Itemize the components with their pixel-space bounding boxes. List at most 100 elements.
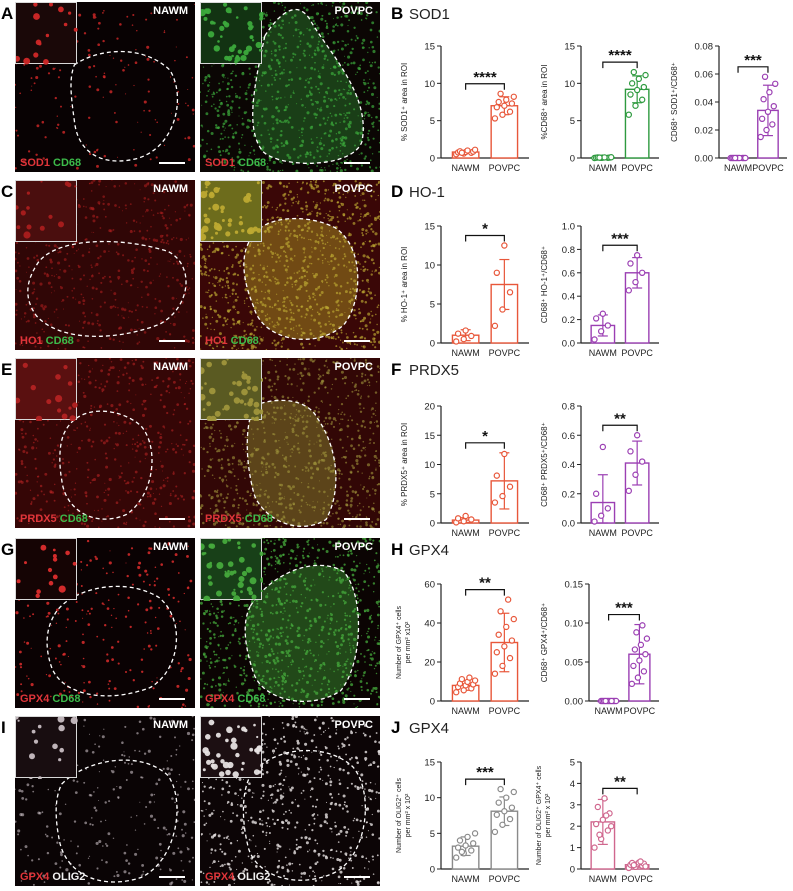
data-point <box>464 147 471 154</box>
zoom-inset <box>200 716 266 778</box>
data-point <box>642 650 649 658</box>
stain-marker: CD68 <box>56 513 88 525</box>
data-point <box>491 322 499 330</box>
y-tick-label: 0 <box>570 154 575 165</box>
data-point <box>510 615 517 623</box>
y-axis-label: %CD68⁺ area in ROI <box>540 65 549 140</box>
x-tick-label: NAWM <box>589 874 617 884</box>
stain-marker: OLIG2 <box>49 871 86 883</box>
data-point <box>630 68 638 76</box>
y-tick-label: 15 <box>424 431 435 442</box>
data-point <box>757 133 764 141</box>
data-point <box>627 91 634 98</box>
data-point <box>493 649 501 656</box>
significance-bracket <box>608 613 640 621</box>
data-point <box>625 111 633 118</box>
scale-bar <box>344 698 370 700</box>
data-point <box>591 518 598 525</box>
scale-bar <box>159 876 185 878</box>
y-tick-label: 10 <box>424 460 435 471</box>
data-point <box>499 492 506 500</box>
scale-bar <box>159 698 185 700</box>
data-point <box>499 662 506 670</box>
stain-marker: CD68 <box>49 693 81 705</box>
data-point <box>599 310 607 317</box>
data-point <box>471 677 479 684</box>
stain-marker: PRDX5 <box>205 513 242 525</box>
condition-label: POVPC <box>334 183 373 195</box>
stain-legend: PRDX5 CD68 <box>205 513 273 525</box>
data-point <box>493 472 501 479</box>
stain-legend: SOD1 CD68 <box>205 157 266 169</box>
condition-label: POVPC <box>334 719 373 731</box>
condition-label: POVPC <box>334 361 373 373</box>
data-point <box>508 637 516 644</box>
data-point <box>604 505 612 512</box>
y-axis-label: CD68⁺ HO-1⁺/CD68⁺ <box>540 246 549 323</box>
y-tick-label: 0.2 <box>562 489 575 500</box>
tissue-texture <box>15 716 195 886</box>
data-point <box>454 844 462 851</box>
data-point <box>764 108 772 116</box>
y-tick-label: 0.0 <box>562 519 575 530</box>
data-point <box>468 847 475 854</box>
y-tick-label: 5 <box>430 489 435 500</box>
significance-stars: ** <box>479 575 491 592</box>
data-point <box>453 689 460 696</box>
data-point <box>643 635 651 642</box>
y-tick-label: 15 <box>564 42 575 53</box>
data-point <box>453 854 460 861</box>
data-point <box>597 328 605 335</box>
x-tick-label: POVPC <box>621 528 653 538</box>
y-tick-label: 0.6 <box>562 268 575 279</box>
data-point <box>758 115 766 123</box>
data-point <box>508 804 516 811</box>
data-point <box>510 93 517 100</box>
data-point <box>453 338 460 345</box>
data-point <box>460 335 467 343</box>
x-tick-label: POVPC <box>621 348 653 358</box>
data-point <box>493 269 501 277</box>
data-point <box>456 837 464 844</box>
zoom-inset <box>200 2 266 64</box>
condition-label: NAWM <box>153 719 188 731</box>
zoom-inset <box>15 716 78 780</box>
condition-label: NAWM <box>153 183 188 195</box>
x-tick-label: POVPC <box>489 348 521 358</box>
data-point <box>503 623 510 631</box>
stain-marker: HO1 <box>205 335 228 347</box>
data-point <box>769 121 776 128</box>
chart-h1: 0 20 40 60 Number of GPX4⁺ cells per mm² x10²… <box>395 575 529 716</box>
data-point <box>642 863 649 870</box>
data-point <box>633 86 641 94</box>
panel-letter: D <box>391 182 404 201</box>
stain-marker: CD68 <box>241 513 273 525</box>
chart-j1: 0 5 10 15 Number of OLIG2⁺ cells per mm² x 10… <box>395 758 529 884</box>
scale-bar <box>344 340 370 342</box>
data-point <box>491 499 499 506</box>
zoom-inset <box>15 180 77 242</box>
data-point <box>760 95 767 103</box>
significance-bracket <box>465 442 505 449</box>
section-title: GPX4 <box>409 542 450 559</box>
data-point <box>501 450 508 458</box>
data-point <box>454 515 462 522</box>
micrograph-g-right: POVPC GPX4 CD68 <box>200 538 380 708</box>
stain-legend: GPX4 OLIG2 <box>205 871 270 883</box>
stain-marker: SOD1 <box>205 157 235 169</box>
panel-letter: B <box>391 4 404 23</box>
stain-marker: PRDX5 <box>20 513 57 525</box>
data-point <box>458 848 466 856</box>
y-tick-label: 15 <box>424 758 435 769</box>
condition-label: POVPC <box>334 541 373 553</box>
y-axis-label: CD68⁺ GPX4⁺/CD68⁺ <box>540 603 549 682</box>
roi-outline <box>59 410 153 520</box>
data-point <box>630 662 637 670</box>
y-axis-label: Number of OLIG2⁺ GPX4⁺ cells per mm² x 10… <box>535 765 552 865</box>
stain-legend: HO1 CD68 <box>20 335 74 347</box>
x-tick-label: NAWM <box>589 348 617 358</box>
panel-letter: E <box>1 360 13 379</box>
data-point <box>627 260 634 267</box>
data-point <box>506 815 514 823</box>
data-point <box>454 330 462 337</box>
